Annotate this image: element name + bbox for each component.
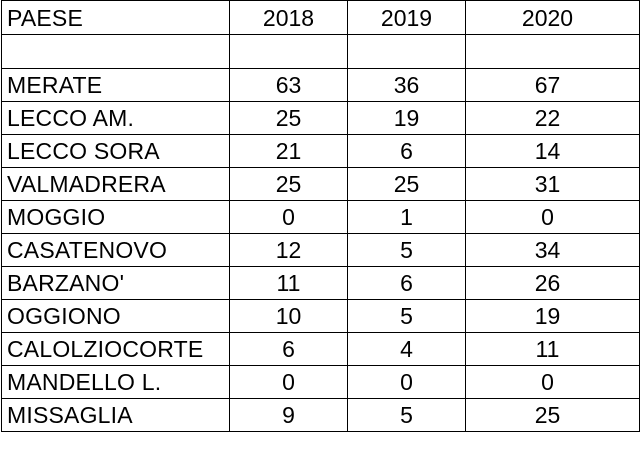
cell-paese[interactable]: OGGIONO <box>1 299 230 333</box>
cell-2019[interactable]: 6 <box>347 134 466 168</box>
cell-2018[interactable]: 25 <box>229 167 348 201</box>
table-row: MANDELLO L. 0 0 0 <box>1 365 640 399</box>
cell-2018[interactable]: 63 <box>229 68 348 102</box>
cell-2020[interactable]: 31 <box>465 167 640 201</box>
cell-paese[interactable]: MOGGIO <box>1 200 230 234</box>
cell-paese[interactable]: LECCO AM. <box>1 101 230 135</box>
cell-2019[interactable]: 6 <box>347 266 466 300</box>
cell-paese[interactable]: LECCO SORA <box>1 134 230 168</box>
cell-2019[interactable]: 25 <box>347 167 466 201</box>
table-row: LECCO AM. 25 19 22 <box>1 101 640 135</box>
cell-2018[interactable]: 21 <box>229 134 348 168</box>
table-row: VALMADRERA 25 25 31 <box>1 167 640 201</box>
cell-2020[interactable]: 19 <box>465 299 640 333</box>
cell-2019[interactable]: 4 <box>347 332 466 366</box>
cell-paese[interactable]: VALMADRERA <box>1 167 230 201</box>
header-2020[interactable]: 2020 <box>465 0 640 35</box>
cell-2019[interactable]: 5 <box>347 299 466 333</box>
cell-2020[interactable]: 0 <box>465 200 640 234</box>
header-2018[interactable]: 2018 <box>229 0 348 35</box>
cell-2018[interactable]: 0 <box>229 365 348 399</box>
empty-cell[interactable] <box>465 34 640 69</box>
cell-2020[interactable]: 14 <box>465 134 640 168</box>
table-row: OGGIONO 10 5 19 <box>1 299 640 333</box>
cell-2019[interactable]: 1 <box>347 200 466 234</box>
cell-paese[interactable]: MISSAGLIA <box>1 398 230 432</box>
cell-2020[interactable]: 67 <box>465 68 640 102</box>
empty-cell[interactable] <box>229 34 348 69</box>
cell-2020[interactable]: 11 <box>465 332 640 366</box>
cell-2019[interactable]: 5 <box>347 233 466 267</box>
empty-cell[interactable] <box>1 34 230 69</box>
cell-2020[interactable]: 34 <box>465 233 640 267</box>
cell-2018[interactable]: 12 <box>229 233 348 267</box>
cell-paese[interactable]: CALOLZIOCORTE <box>1 332 230 366</box>
cell-paese[interactable]: MANDELLO L. <box>1 365 230 399</box>
table-row: LECCO SORA 21 6 14 <box>1 134 640 168</box>
table-row: MOGGIO 0 1 0 <box>1 200 640 234</box>
cell-2019[interactable]: 5 <box>347 398 466 432</box>
cell-2018[interactable]: 10 <box>229 299 348 333</box>
cell-2018[interactable]: 0 <box>229 200 348 234</box>
blank-row <box>1 34 640 69</box>
cell-paese[interactable]: MERATE <box>1 68 230 102</box>
table-row: CALOLZIOCORTE 6 4 11 <box>1 332 640 366</box>
cell-2019[interactable]: 19 <box>347 101 466 135</box>
cell-2020[interactable]: 26 <box>465 266 640 300</box>
cell-2020[interactable]: 22 <box>465 101 640 135</box>
cell-2018[interactable]: 9 <box>229 398 348 432</box>
cell-2019[interactable]: 0 <box>347 365 466 399</box>
cell-2020[interactable]: 25 <box>465 398 640 432</box>
table-row: BARZANO' 11 6 26 <box>1 266 640 300</box>
data-table: PAESE 2018 2019 2020 MERATE 63 36 67 LEC… <box>1 0 640 432</box>
cell-2019[interactable]: 36 <box>347 68 466 102</box>
cell-paese[interactable]: CASATENOVO <box>1 233 230 267</box>
table-row: MISSAGLIA 9 5 25 <box>1 398 640 432</box>
empty-cell[interactable] <box>347 34 466 69</box>
table-row: MERATE 63 36 67 <box>1 68 640 102</box>
cell-2018[interactable]: 25 <box>229 101 348 135</box>
cell-2018[interactable]: 6 <box>229 332 348 366</box>
header-row: PAESE 2018 2019 2020 <box>1 0 640 35</box>
table-row: CASATENOVO 12 5 34 <box>1 233 640 267</box>
header-paese[interactable]: PAESE <box>1 0 230 35</box>
cell-2018[interactable]: 11 <box>229 266 348 300</box>
cell-paese[interactable]: BARZANO' <box>1 266 230 300</box>
header-2019[interactable]: 2019 <box>347 0 466 35</box>
cell-2020[interactable]: 0 <box>465 365 640 399</box>
